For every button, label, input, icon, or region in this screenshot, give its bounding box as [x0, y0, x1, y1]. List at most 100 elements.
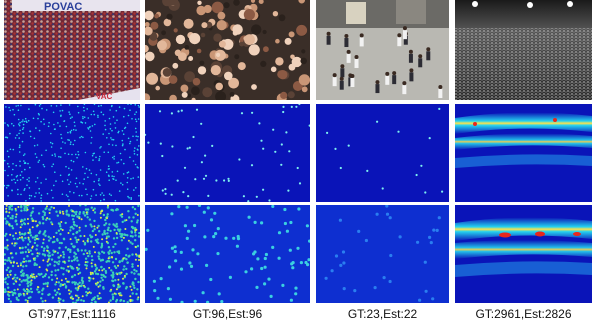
- density-dot: [64, 277, 67, 280]
- density-dot: [18, 246, 21, 249]
- density-dot: [54, 171, 56, 173]
- concert-crowd-grayscale-photo: [455, 0, 592, 100]
- density-dot: [57, 256, 61, 259]
- density-dot: [14, 220, 17, 223]
- mall-pedestrians-photo: [316, 0, 449, 100]
- density-dot: [23, 289, 27, 293]
- density-dot: [43, 247, 46, 250]
- density-dot: [24, 162, 27, 164]
- density-dot: [113, 228, 116, 232]
- density-dot: [74, 287, 78, 290]
- density-dot: [107, 168, 110, 170]
- density-dot: [50, 105, 53, 107]
- density-dot: [95, 194, 97, 196]
- density-dot: [22, 274, 25, 277]
- density-dot: [113, 155, 115, 158]
- density-dot: [287, 189, 290, 192]
- density-dot: [24, 188, 26, 190]
- density-dot: [201, 291, 205, 295]
- density-dot: [59, 110, 61, 112]
- density-dot: [15, 176, 18, 178]
- density-dot: [27, 162, 29, 165]
- density-dot: [21, 128, 24, 131]
- density-dot: [9, 273, 12, 276]
- density-dot: [111, 104, 113, 107]
- density-dot: [437, 216, 441, 220]
- density-dot: [289, 220, 293, 225]
- density-dot: [104, 128, 107, 131]
- density-dot: [105, 260, 108, 263]
- density-dot: [62, 212, 65, 215]
- density-dot: [95, 272, 98, 275]
- density-dot: [36, 244, 39, 247]
- density-dot: [135, 111, 138, 113]
- density-dot: [77, 151, 79, 153]
- density-dot: [116, 273, 119, 276]
- density-dot: [177, 110, 180, 113]
- density-dot: [138, 273, 140, 276]
- density-dot: [108, 260, 111, 263]
- density-dot: [84, 263, 87, 267]
- density-dot: [263, 282, 267, 286]
- density-dot: [50, 206, 53, 209]
- density-dot: [112, 116, 115, 118]
- density-dot: [92, 209, 95, 212]
- density-dot: [53, 260, 56, 263]
- density-dot: [97, 224, 100, 228]
- density-dot: [26, 208, 29, 211]
- density-dot: [107, 246, 111, 249]
- density-dot: [4, 281, 7, 284]
- density-dot: [296, 166, 299, 170]
- density-dot: [51, 165, 53, 168]
- density-dot: [6, 184, 8, 187]
- density-dot: [111, 144, 114, 146]
- density-dot: [63, 283, 66, 286]
- density-dot: [57, 297, 60, 300]
- density-dot: [34, 236, 37, 239]
- density-dot: [22, 132, 24, 134]
- density-dot: [136, 219, 139, 222]
- density-dot: [64, 142, 66, 144]
- density-dot: [51, 154, 54, 156]
- density-dot: [11, 234, 15, 237]
- density-dot: [107, 301, 110, 303]
- density-dot: [15, 280, 18, 283]
- density-dot: [106, 213, 109, 216]
- density-dot: [27, 243, 30, 246]
- density-dot: [72, 301, 75, 303]
- density-dot: [170, 112, 173, 115]
- density-dot: [18, 231, 21, 234]
- density-dot: [77, 296, 80, 299]
- density-dot: [71, 116, 73, 118]
- density-dot: [6, 259, 9, 262]
- density-dot: [7, 297, 11, 301]
- density-dot: [54, 293, 58, 296]
- density-dot: [131, 282, 134, 286]
- density-dot: [114, 242, 117, 246]
- density-dot: [11, 277, 14, 280]
- density-dot: [60, 279, 63, 282]
- density-dot: [299, 261, 303, 265]
- density-dot: [108, 249, 112, 252]
- density-dot: [31, 246, 34, 249]
- density-dot: [23, 233, 26, 236]
- density-dot: [195, 108, 199, 111]
- density-dot: [136, 154, 139, 156]
- density-dot: [82, 284, 85, 287]
- density-dot: [88, 291, 91, 294]
- density-dot: [42, 282, 45, 286]
- density-dot: [59, 174, 62, 177]
- density-dot: [57, 288, 60, 291]
- density-dot: [60, 115, 62, 117]
- density-dot: [28, 240, 32, 243]
- density-dot: [75, 153, 77, 156]
- density-dot: [168, 297, 172, 301]
- density-dot: [112, 245, 115, 249]
- density-dot: [17, 293, 21, 296]
- density-dot: [7, 162, 9, 165]
- density-dot: [86, 216, 89, 219]
- density-dot: [96, 226, 99, 229]
- mall-count-caption: GT:23,Est:22: [347, 307, 418, 321]
- density-dot: [20, 193, 22, 196]
- density-dot: [62, 253, 66, 256]
